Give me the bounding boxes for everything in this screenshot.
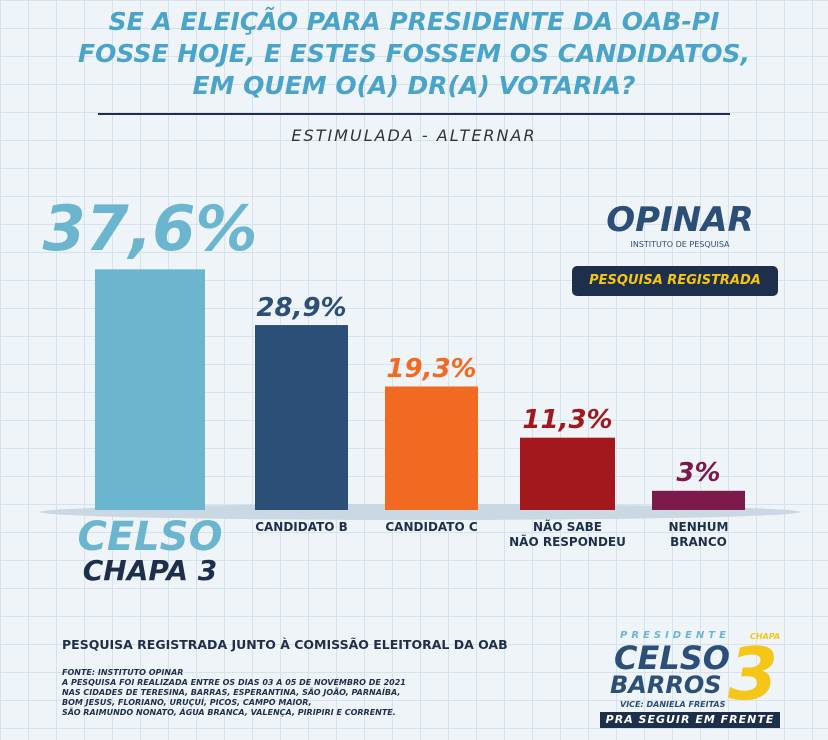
value-label: 37,6% bbox=[42, 191, 258, 265]
campaign-chapa: CHAPA bbox=[750, 632, 781, 641]
campaign-number: 3 bbox=[728, 632, 779, 716]
bar bbox=[95, 269, 205, 510]
campaign-slogan: PRA SEGUIR EM FRENTE bbox=[600, 712, 780, 728]
chart-title: SE A ELEIÇÃO PARA PRESIDENTE DA OAB-PI F… bbox=[78, 7, 750, 100]
source-line: FONTE: INSTITUTO OPINAR bbox=[62, 668, 184, 677]
bar bbox=[520, 437, 615, 510]
source: FONTE: INSTITUTO OPINAR A PESQUISA FOI RE… bbox=[62, 668, 406, 718]
value-label: 28,9% bbox=[256, 292, 347, 323]
source-line: SÃO RAIMUNDO NONATO, ÁGUA BRANCA, VALENÇ… bbox=[62, 708, 396, 717]
campaign-last: BARROS bbox=[610, 671, 722, 699]
bar bbox=[652, 490, 745, 510]
value-label: 19,3% bbox=[386, 353, 477, 384]
source-line: BOM JESUS, FLORIANO, URUÇUÍ, PICOS, CAMP… bbox=[62, 698, 312, 707]
campaign-vice: VICE: DANIELA FREITAS bbox=[620, 700, 726, 709]
value-label: 3% bbox=[676, 458, 721, 489]
category-label: NENHUM BRANCO bbox=[668, 520, 729, 549]
campaign-logo: PRESIDENTE CHAPA CELSO BARROS 3 VICE: DA… bbox=[600, 630, 800, 730]
value-label: 11,3% bbox=[522, 405, 613, 436]
category-label: NÃO SABE NÃO RESPONDEU bbox=[509, 520, 626, 549]
category-label: CANDIDATO C bbox=[385, 520, 478, 534]
campaign-role: PRESIDENTE bbox=[620, 630, 730, 641]
divider bbox=[98, 113, 730, 115]
category-label: CANDIDATO B bbox=[255, 520, 348, 534]
footer-note: PESQUISA REGISTRADA JUNTO À COMISSÃO ELE… bbox=[62, 637, 508, 652]
institute-name: OPINAR bbox=[606, 200, 754, 240]
source-line: NAS CIDADES DE TERESINA, BARRAS, ESPERAN… bbox=[62, 688, 401, 697]
bar bbox=[385, 386, 478, 510]
bar bbox=[255, 325, 348, 510]
chart-subtitle: ESTIMULADA - ALTERNAR bbox=[291, 126, 537, 145]
campaign-first: CELSO bbox=[614, 639, 730, 677]
institute-tagline: INSTITUTO DE PESQUISA bbox=[630, 240, 730, 249]
registered-badge: PESQUISA REGISTRADA bbox=[572, 266, 778, 296]
source-line: A PESQUISA FOI REALIZADA ENTRE OS DIAS 0… bbox=[62, 678, 406, 687]
category-label: CELSO CHAPA 3 bbox=[77, 514, 223, 587]
institute-logo: OPINAR INSTITUTO DE PESQUISA bbox=[600, 200, 760, 249]
